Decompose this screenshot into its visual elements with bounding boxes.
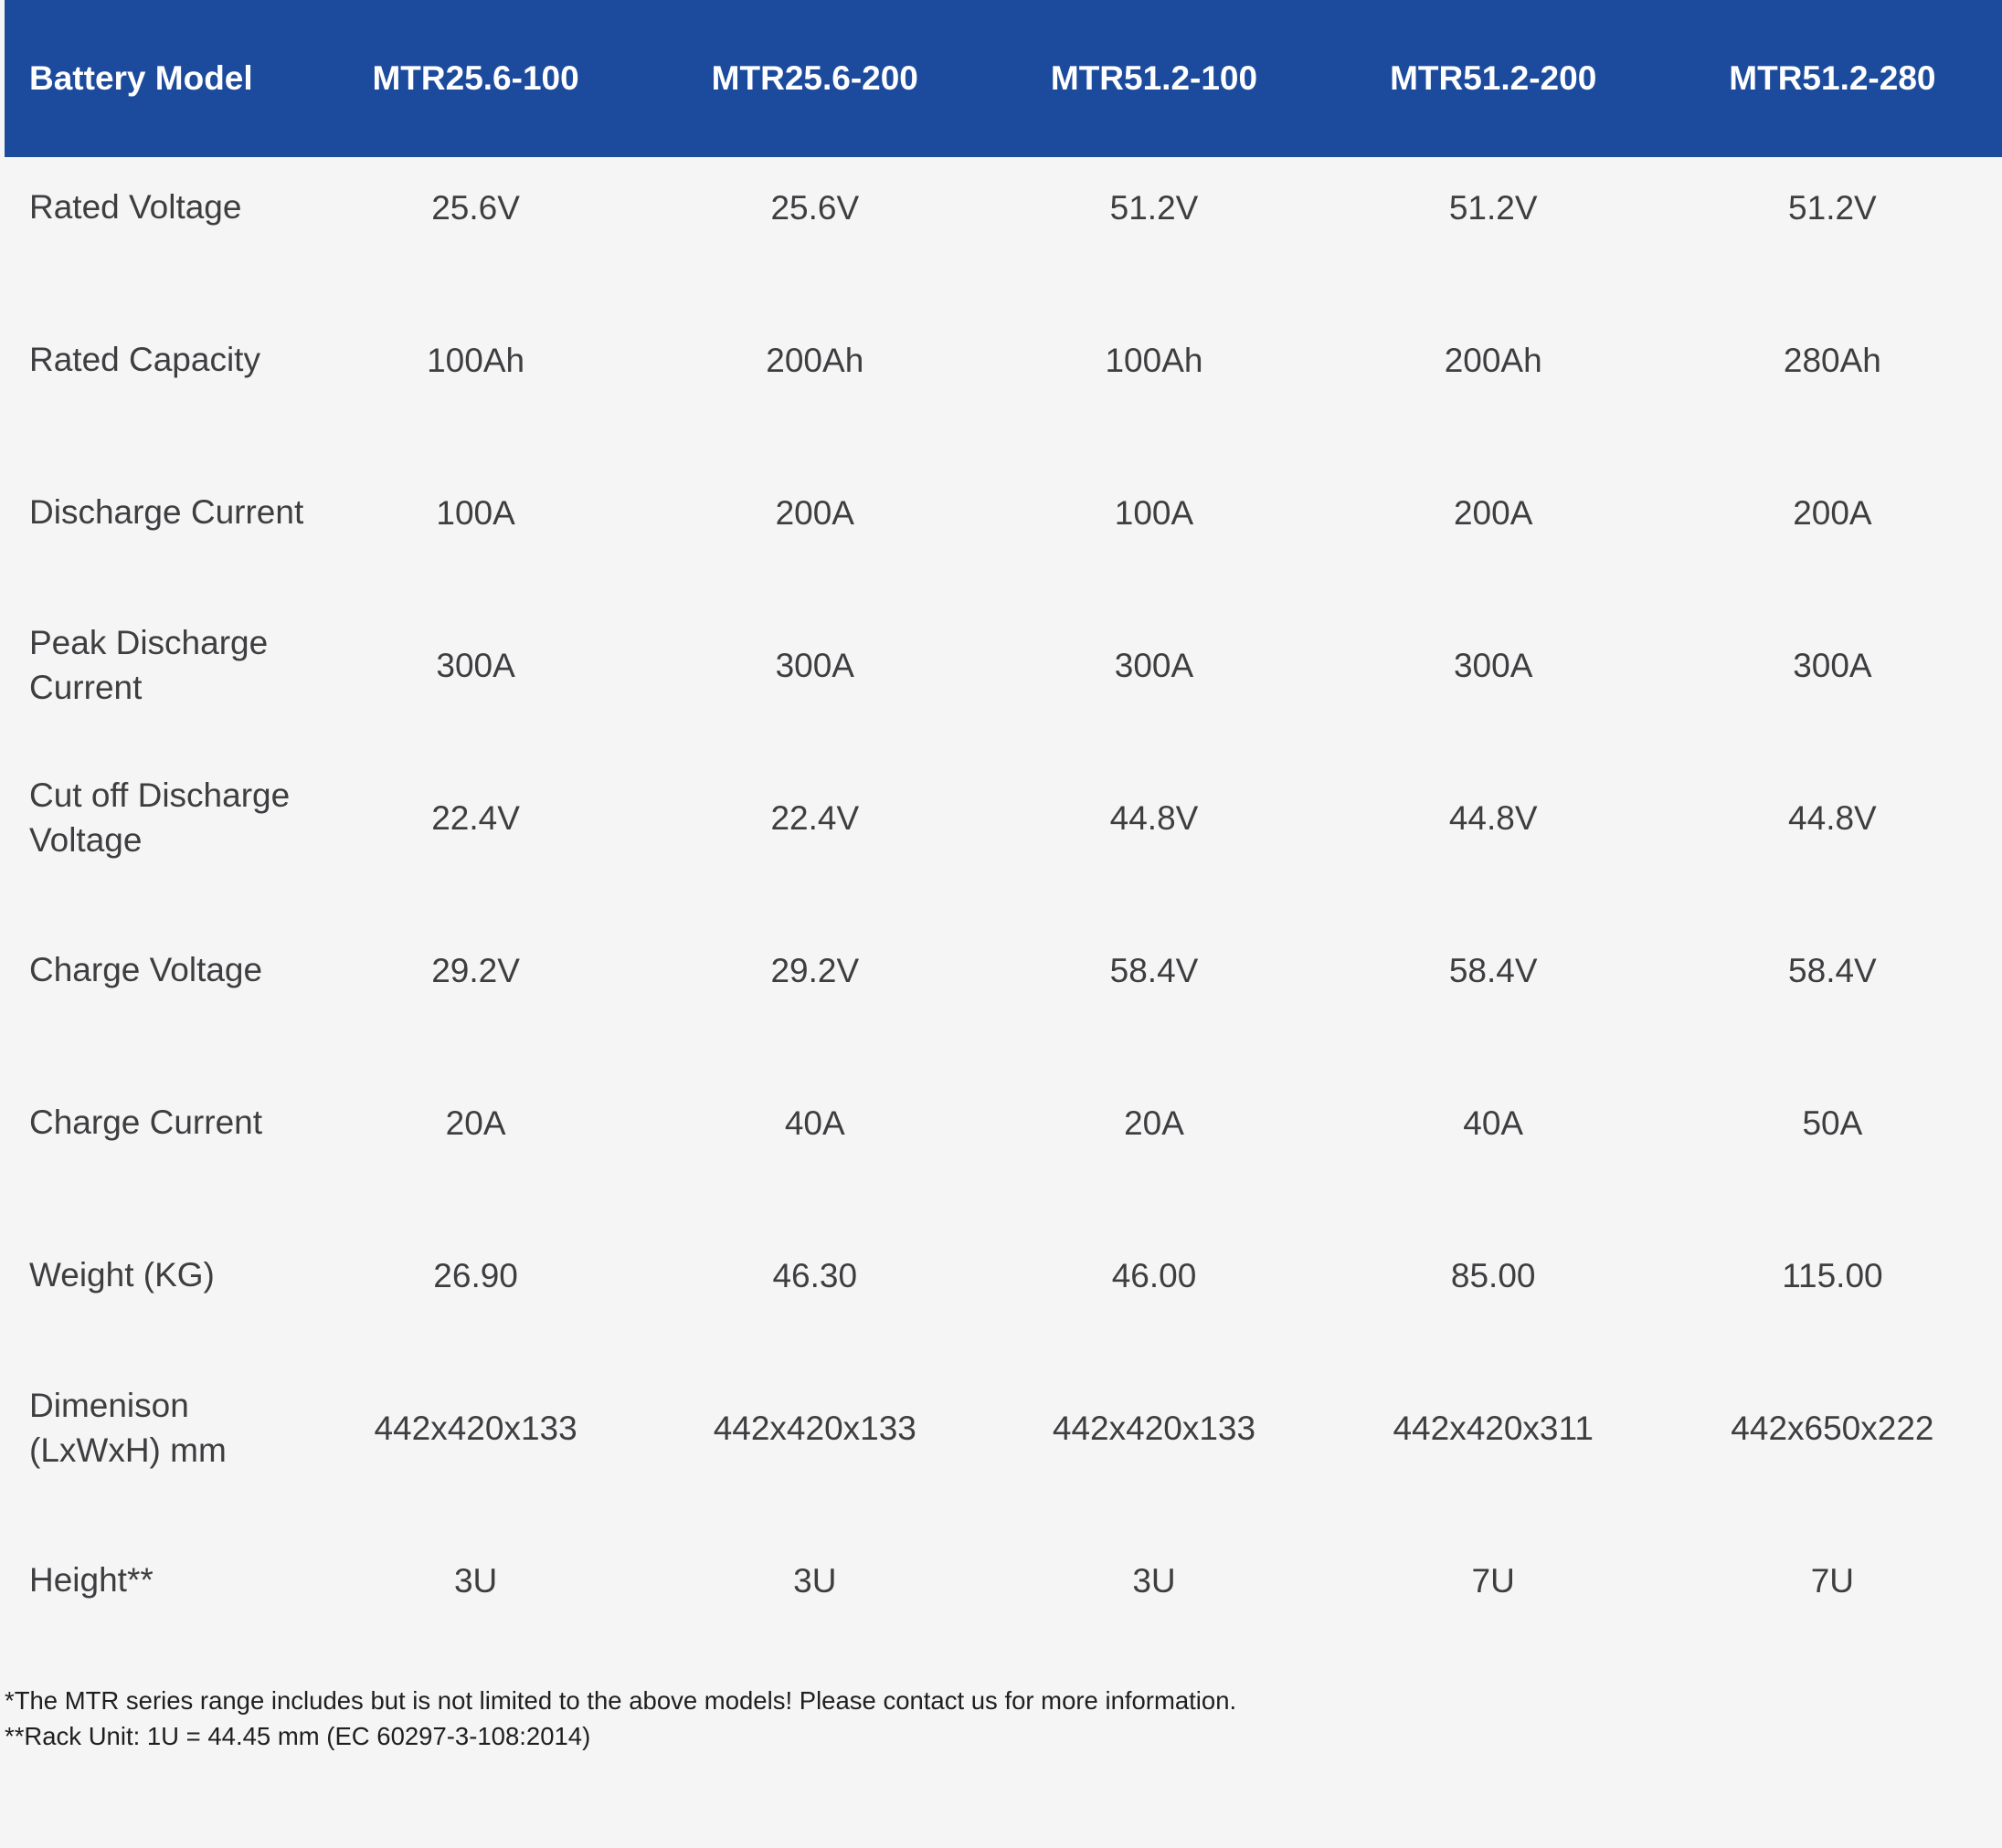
- cell-value: 200A: [1453, 493, 1533, 532]
- cell-value: 7U: [1810, 1561, 1855, 1600]
- cell-value: 20A: [445, 1104, 506, 1142]
- cell-value: 442x420x133: [713, 1409, 916, 1447]
- cell-value: 58.4V: [1788, 951, 1877, 989]
- cell-value: 25.6V: [431, 188, 520, 227]
- row-label: Charge Current: [29, 1104, 263, 1142]
- cell-value: 58.4V: [1109, 951, 1199, 989]
- row-label: Peak Discharge Current: [29, 623, 269, 706]
- cell-value: 25.6V: [770, 188, 860, 227]
- footnote-rack-unit: **Rack Unit: 1U = 44.45 mm (EC 60297-3-1…: [5, 1722, 591, 1750]
- table-row: Cut off Discharge Voltage 22.4V 22.4V 44.8V…: [0, 767, 2002, 920]
- cell-value: 200A: [1793, 493, 1872, 532]
- row-label: Weight (KG): [29, 1256, 215, 1294]
- column-header-model-5: MTR51.2-280: [1729, 59, 1936, 97]
- row-label: Height**: [29, 1561, 154, 1600]
- cell-value: 280Ah: [1783, 341, 1881, 379]
- cell-value: 7U: [1471, 1561, 1515, 1600]
- cell-value: 442x420x133: [1052, 1409, 1256, 1447]
- cell-value: 40A: [784, 1104, 845, 1142]
- table-row: Peak Discharge Current 300A 300A 300A 300A 30…: [0, 615, 2002, 767]
- table-row: Rated Capacity 100Ah 200Ah 100Ah 200Ah 280Ah: [0, 310, 2002, 462]
- cell-value: 22.4V: [431, 798, 520, 837]
- cell-value: 29.2V: [770, 951, 860, 989]
- cell-value: 300A: [1114, 646, 1194, 684]
- table-header-row: Battery Model MTR25.6-100 MTR25.6-200 MT…: [5, 0, 2002, 157]
- cell-value: 300A: [1453, 646, 1533, 684]
- cell-value: 22.4V: [770, 798, 860, 837]
- cell-value: 44.8V: [1788, 798, 1877, 837]
- cell-value: 100Ah: [427, 341, 525, 379]
- row-label: Discharge Current: [29, 493, 304, 532]
- cell-value: 51.2V: [1448, 188, 1538, 227]
- cell-value: 26.90: [433, 1256, 518, 1294]
- cell-value: 3U: [793, 1561, 837, 1600]
- cell-value: 442x420x311: [1393, 1409, 1594, 1447]
- cell-value: 46.00: [1111, 1256, 1197, 1294]
- table-row: Weight (KG) 26.90 46.30 46.00 85.00 115.00: [0, 1225, 2002, 1378]
- cell-value: 58.4V: [1448, 951, 1538, 989]
- cell-value: 442x650x222: [1731, 1409, 1934, 1447]
- row-label: Charge Voltage: [29, 951, 263, 989]
- cell-value: 46.30: [772, 1256, 858, 1294]
- row-label: Rated Voltage: [29, 188, 242, 227]
- table-row: Height** 3U 3U 3U 7U 7U: [0, 1530, 2002, 1683]
- column-header-model-1: MTR25.6-100: [372, 59, 579, 97]
- cell-value: 85.00: [1450, 1256, 1536, 1294]
- column-header-model-2: MTR25.6-200: [711, 59, 918, 97]
- column-header-model-3: MTR51.2-100: [1050, 59, 1258, 97]
- column-header-model-4: MTR51.2-200: [1390, 59, 1597, 97]
- cell-value: 3U: [1132, 1561, 1176, 1600]
- cell-value: 3U: [453, 1561, 498, 1600]
- table-row: Dimenison (LxWxH) mm 442x420x133 442x420x1…: [0, 1378, 2002, 1530]
- table-row: Charge Voltage 29.2V 29.2V 58.4V 58.4V 58.4V: [0, 920, 2002, 1072]
- cell-value: 51.2V: [1109, 188, 1199, 227]
- cell-value: 300A: [775, 646, 854, 684]
- cell-value: 300A: [1793, 646, 1872, 684]
- column-header-battery-model: Battery Model: [29, 59, 253, 97]
- cell-value: 200A: [775, 493, 854, 532]
- cell-value: 200Ah: [1444, 341, 1542, 379]
- cell-value: 100A: [436, 493, 515, 532]
- cell-value: 115.00: [1782, 1256, 1883, 1294]
- table-row: Rated Voltage 25.6V 25.6V 51.2V 51.2V 51.2V: [0, 157, 2002, 310]
- row-label: Dimenison (LxWxH) mm: [29, 1386, 227, 1469]
- cell-value: 51.2V: [1788, 188, 1877, 227]
- footnote-models: *The MTR series range includes but is no…: [5, 1686, 1237, 1715]
- row-label: Rated Capacity: [29, 341, 260, 379]
- battery-spec-table: Battery Model MTR25.6-100 MTR25.6-200 MT…: [0, 0, 2002, 1754]
- table-body: Rated Voltage 25.6V 25.6V 51.2V 51.2V 51.2V Ra…: [0, 157, 2002, 1683]
- table-row: Discharge Current 100A 200A 100A 200A 200A: [0, 462, 2002, 615]
- cell-value: 442x420x133: [374, 1409, 577, 1447]
- cell-value: 40A: [1463, 1104, 1524, 1142]
- cell-value: 100A: [1114, 493, 1194, 532]
- cell-value: 200Ah: [766, 341, 864, 379]
- cell-value: 300A: [436, 646, 515, 684]
- cell-value: 100Ah: [1105, 341, 1203, 379]
- cell-value: 20A: [1124, 1104, 1184, 1142]
- table-row: Charge Current 20A 40A 20A 40A 50A: [0, 1072, 2002, 1225]
- cell-value: 50A: [1802, 1104, 1863, 1142]
- row-label: Cut off Discharge Voltage: [29, 776, 291, 859]
- cell-value: 29.2V: [431, 951, 520, 989]
- cell-value: 44.8V: [1109, 798, 1199, 837]
- cell-value: 44.8V: [1448, 798, 1538, 837]
- footnotes: *The MTR series range includes but is no…: [0, 1683, 2002, 1754]
